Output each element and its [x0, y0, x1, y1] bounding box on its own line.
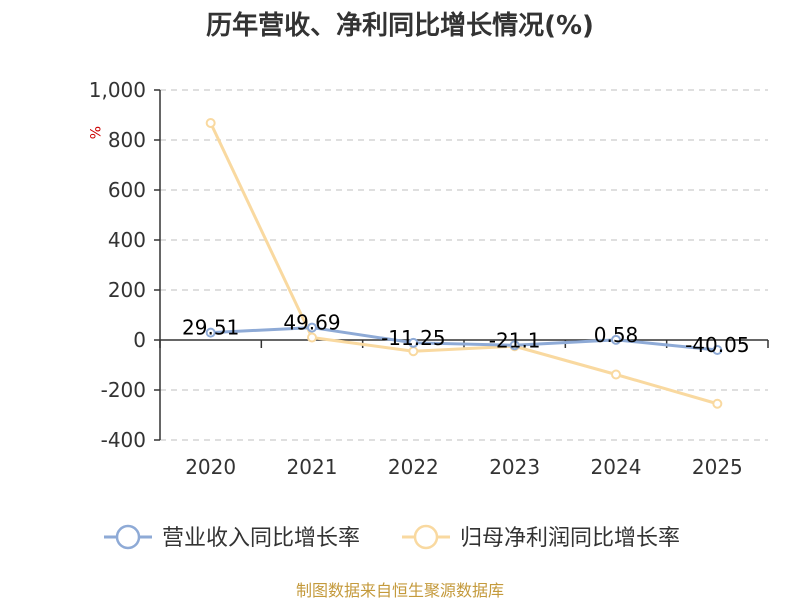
- data-point: [408, 337, 419, 348]
- series-lines: [205, 118, 723, 409]
- x-tick-label: 2024: [591, 455, 642, 479]
- legend-label: 营业收入同比增长率: [162, 526, 360, 551]
- series-line: [209, 122, 718, 406]
- y-tick-label: -400: [101, 428, 146, 452]
- data-label: 29.51: [182, 316, 239, 340]
- data-label: -40.05: [685, 333, 749, 357]
- x-tick-label: 2022: [388, 455, 439, 479]
- legend-marker: [413, 524, 439, 550]
- y-tick-label: -200: [101, 378, 146, 402]
- y-tick-label: 800: [108, 128, 146, 152]
- x-tick-label: 2023: [489, 455, 540, 479]
- data-point: [307, 322, 317, 333]
- source-note: 制图数据来自恒生聚源数据库: [296, 581, 504, 600]
- y-tick-label: 600: [108, 178, 146, 202]
- series-line: [210, 326, 718, 352]
- data-point: [712, 398, 723, 409]
- axes: [154, 89, 769, 441]
- legend-marker: [115, 524, 141, 550]
- data-point: [611, 334, 621, 345]
- data-label: 0.58: [594, 323, 639, 347]
- data-point: [205, 118, 216, 128]
- x-tick-label: 2021: [287, 455, 338, 479]
- y-tick-label: 1,000: [89, 78, 146, 102]
- data-point: [307, 332, 317, 343]
- data-label: -21.1: [489, 328, 541, 352]
- chart-title: 历年营收、净利同比增长情况(%): [206, 10, 594, 41]
- y-tick-label: 400: [108, 228, 146, 252]
- data-point: [712, 345, 723, 356]
- y-tick-label: 200: [108, 278, 146, 302]
- data-point: [611, 369, 621, 380]
- y-tick-labels: 1,000 800 600 400 200 0 -200 -400: [89, 78, 146, 452]
- data-labels: 29.51 49.69 -11.25 -21.1 0.58 -40.05: [182, 311, 750, 357]
- x-tick-labels: 2020 2021 2022 2023 2024 2025: [185, 455, 743, 479]
- x-tick-label: 2020: [185, 455, 236, 479]
- data-point: [205, 327, 216, 338]
- y-axis-unit: %: [86, 126, 102, 139]
- data-point: [509, 340, 520, 351]
- y-tick-label: 0: [133, 328, 146, 352]
- data-label: 49.69: [283, 311, 340, 335]
- legend: 营业收入同比增长率 归母净利润同比增长率: [104, 524, 680, 551]
- x-tick-label: 2025: [692, 455, 743, 479]
- data-label: -11.25: [381, 326, 445, 350]
- gridlines: [160, 89, 768, 441]
- legend-label: 归母净利润同比增长率: [460, 526, 680, 551]
